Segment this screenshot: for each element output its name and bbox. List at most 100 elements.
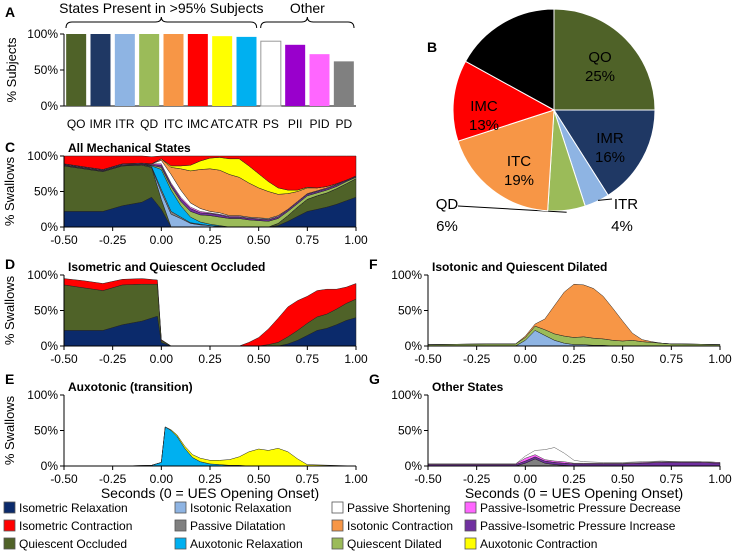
panel-a-ytick-label: 100% (27, 27, 58, 41)
panel-letter-a: A (5, 4, 15, 20)
panel-letter-c: C (5, 139, 15, 155)
bar-pii (285, 44, 306, 106)
bar-label-pd: PD (335, 117, 352, 131)
area-f-isotonic-contraction (427, 283, 721, 345)
panel-e-xaxis-title: Seconds (0 = UES Opening Onset) (101, 485, 319, 501)
panel-d-xtick-label: 0.25 (198, 352, 222, 366)
panel-f-ytick-label: 0% (405, 339, 423, 353)
legend-label-auxotonic-relaxation: Auxotonic Relaxation (190, 537, 303, 551)
panel-e-xtick-label: 0.00 (150, 472, 174, 486)
panel-e-xtick-label: 0.50 (247, 472, 271, 486)
legend-swatch-isotonic-contraction (331, 519, 344, 532)
legend-label-passive-shortening: Passive Shortening (347, 501, 450, 515)
pie-pct-qo: 25% (585, 68, 615, 85)
pie-pct-qd: 6% (436, 218, 458, 235)
panel-a-group-bracket-0 (65, 16, 258, 29)
pie-leader-itr (597, 198, 613, 201)
panel-g-xtick-label: 1.00 (708, 472, 732, 486)
pie-slice-qo (553, 8, 656, 111)
panel-a-group-label-1: Other (290, 0, 325, 16)
pie-label-other: Other (503, 26, 541, 43)
legend-swatch-quiescent-occluded (3, 537, 16, 550)
panel-letter-g: G (369, 371, 380, 387)
pie-pct-other: 17% (507, 45, 537, 62)
bar-label-pii: PII (288, 117, 303, 131)
panel-f-xtick-label: 0.50 (611, 352, 635, 366)
panel-c-xtick-label: 0.50 (247, 233, 271, 247)
bar-pd (333, 61, 354, 106)
bar-imr (90, 34, 111, 106)
panel-f-xtick-label: 1.00 (708, 352, 732, 366)
panel-e-xtick-label: 0.25 (198, 472, 222, 486)
panel-letter-b: B (427, 39, 437, 55)
legend-label-passive-isometric-pressure-increase: Passive-Isometric Pressure Increase (480, 519, 676, 533)
bar-label-atr: ATR (235, 117, 258, 131)
panel-c: 0% 50% 100% -0.50 -0.25 0.00 0.25 0.50 0.75 1.00 A… (2, 141, 368, 247)
panel-d-xtick-label: 0.50 (247, 352, 271, 366)
panel-d-xtick-label: 1.00 (344, 352, 368, 366)
panel-d-ylabel: % Swallows (2, 275, 17, 345)
bar-label-atc: ATC (211, 117, 234, 131)
panel-e-ytick-label: 100% (27, 388, 58, 402)
legend-label-passive-isometric-pressure-decrease: Passive-Isometric Pressure Decrease (480, 501, 681, 515)
panel-e-title: Auxotonic (transition) (68, 380, 193, 394)
panel-d-ytick-label: 0% (41, 339, 59, 353)
panel-f-xtick-label: 0.25 (562, 352, 586, 366)
panel-d-xtick-label: 0.75 (296, 352, 320, 366)
panel-f-xtick-label: 0.75 (660, 352, 684, 366)
pie-slice-other (464, 8, 555, 111)
pie-label-itr: ITR (614, 196, 638, 213)
panel-g-title: Other States (432, 380, 504, 394)
panel-a-group-label-0: States Present in >95% Subjects (59, 0, 263, 16)
panel-c-ytick-label: 0% (41, 220, 59, 234)
panel-g-xtick-label: -0.50 (414, 472, 442, 486)
pie-label-qo: QO (588, 49, 611, 66)
panel-f-ytick-label: 100% (391, 268, 422, 282)
pie-leader-qd (457, 205, 567, 213)
bar-atc (212, 36, 233, 106)
area-g-passive-shortening (427, 447, 721, 465)
panel-d-xtick-label: 0.00 (150, 352, 174, 366)
legend-label-isotonic-relaxation: Isotonic Relaxation (190, 501, 291, 515)
panel-f: 0% 50% 100% -0.50 -0.25 0.00 0.25 0.50 0.75 1.00 I… (391, 260, 732, 366)
pie-pct-itr: 4% (611, 218, 633, 235)
legend-label-auxotonic-contraction: Auxotonic Contraction (480, 537, 597, 551)
panel-f-ytick-label: 50% (398, 304, 422, 318)
legend-swatch-passive-dilatation (174, 519, 187, 532)
pie-label-itc: ITC (507, 153, 531, 170)
pie-label-qd: QD (436, 196, 459, 213)
panel-g-xaxis-title: Seconds (0 = UES Opening Onset) (465, 485, 683, 501)
panel-c-ytick-label: 100% (27, 149, 58, 163)
panel-c-xtick-label: 0.75 (296, 233, 320, 247)
panel-c-xtick-label: -0.50 (50, 233, 78, 247)
pie-pct-imr: 16% (595, 149, 625, 166)
panel-letter-d: D (5, 256, 15, 272)
panel-g-xtick-label: 0.25 (562, 472, 586, 486)
panel-e: 0% 50% 100% -0.50 -0.25 0.00 0.25 0.50 0.75 1.00 A… (2, 380, 368, 501)
panel-d-title: Isometric and Quiescent Occluded (68, 260, 265, 274)
pie-slice-itc (457, 109, 555, 212)
bar-atr (236, 36, 257, 106)
panel-f-xtick-label: -0.25 (463, 352, 491, 366)
legend-swatch-auxotonic-contraction (464, 537, 477, 550)
bar-label-itr: ITR (115, 117, 135, 131)
panel-c-xtick-label: -0.25 (99, 233, 127, 247)
pie-pct-itc: 19% (504, 172, 534, 189)
panel-f-xtick-label: -0.50 (414, 352, 442, 366)
panel-g-xtick-label: 0.75 (660, 472, 684, 486)
panel-d: 0% 50% 100% -0.50 -0.25 0.00 0.25 0.50 0.75 1.00 I… (2, 260, 368, 366)
panel-c-xtick-label: 0.25 (198, 233, 222, 247)
area-e-auxotonic-contraction (63, 426, 357, 467)
bar-label-imc: IMC (187, 117, 209, 131)
panel-a-group-bracket-1 (260, 16, 355, 29)
pie-pct-imc: 13% (469, 117, 499, 134)
bar-itc (163, 34, 184, 106)
pie-label-imc: IMC (470, 98, 498, 115)
panel-d-xtick-label: -0.50 (50, 352, 78, 366)
panel-a-ylabel: % Subjects (4, 37, 19, 103)
legend-swatch-passive-isometric-pressure-decrease (464, 501, 477, 514)
panel-e-xtick-label: -0.25 (99, 472, 127, 486)
bar-imc (187, 34, 208, 106)
legend-swatch-isometric-relaxation (3, 501, 16, 514)
